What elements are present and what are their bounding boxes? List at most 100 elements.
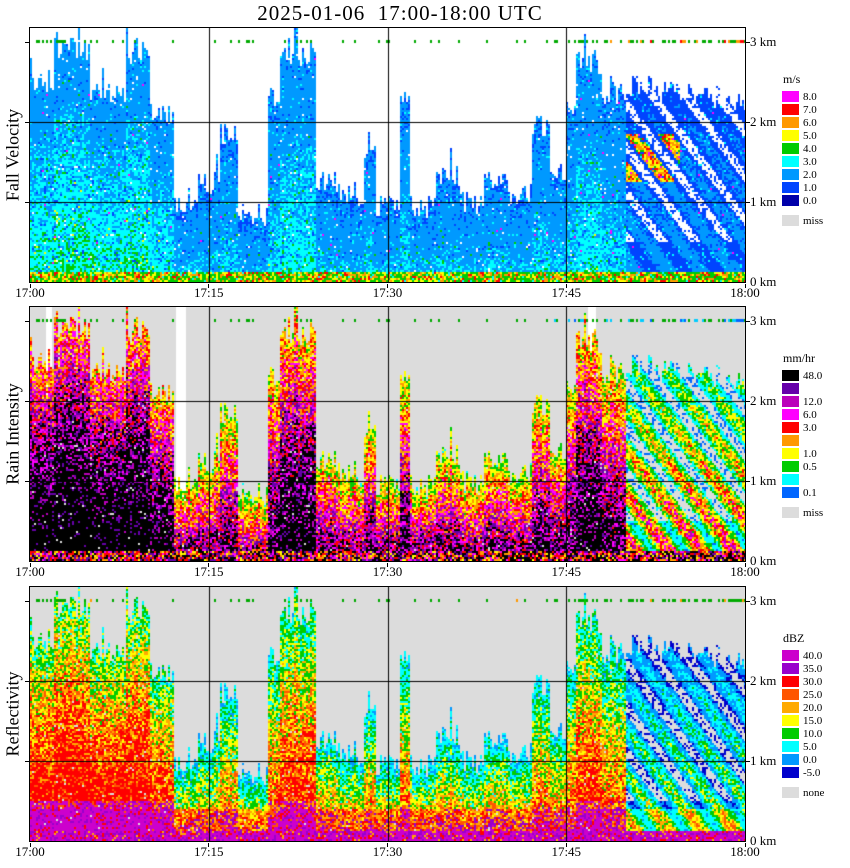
legend-title-fall-velocity: m/s — [783, 72, 801, 86]
x-tick-mark — [744, 284, 746, 288]
x-tick-label: 17:45 — [551, 285, 582, 300]
legend-swatch — [782, 663, 799, 674]
legend-entry: 0.1 — [782, 486, 823, 499]
legend-label: miss — [803, 214, 824, 227]
legend-entry: 8.0 — [782, 90, 823, 103]
legend-entry: 30.0 — [782, 675, 824, 688]
legend-label: 48.0 — [803, 369, 823, 382]
chart-title: 2025-01-06 17:00-18:00 UTC — [257, 1, 543, 25]
x-tick-label: 17:30 — [372, 844, 403, 859]
height-tick-mark — [25, 321, 29, 322]
legend-label: 3.0 — [803, 155, 817, 168]
legend-entries: 40.0 35.0 30.0 25.0 20.0 15.0 10.0 5.0 0.0 -5.0 no… — [782, 649, 824, 799]
height-tick-mark — [25, 681, 29, 682]
fall-velocity-heatmap — [29, 27, 746, 283]
legend-swatch — [782, 474, 799, 485]
height-tick-mark — [25, 601, 29, 602]
x-tick-mark — [387, 843, 388, 847]
x-tick-label: 17:30 — [372, 564, 403, 579]
height-tick-label: 0 km — [750, 274, 777, 289]
legend-entry: 25.0 — [782, 688, 824, 701]
legend-entry: -5.0 — [782, 766, 824, 779]
x-tick-mark — [208, 843, 210, 847]
legend-swatch — [782, 182, 799, 193]
legend-entry: 20.0 — [782, 701, 824, 714]
height-tick-mark — [746, 122, 750, 123]
legend-label: 0.5 — [803, 460, 817, 473]
legend-title-rain-intensity: mm/hr — [783, 351, 815, 365]
panel-rain-intensity: Rain Intensity mm/hr 48.0 12.0 6.0 3.0 1.0 0.… — [0, 306, 850, 607]
height-tick-mark — [25, 202, 29, 203]
legend-swatch — [782, 396, 799, 407]
legend-label: 8.0 — [803, 90, 817, 103]
legend-swatch — [782, 715, 799, 726]
x-tick-label: 17:45 — [551, 844, 582, 859]
legend-label: 1.0 — [803, 447, 817, 460]
legend-entry: 6.0 — [782, 116, 823, 129]
legend-swatch — [782, 676, 799, 687]
legend-swatch — [782, 767, 799, 778]
legend-swatch — [782, 689, 799, 700]
legend-entry: 15.0 — [782, 714, 824, 727]
x-tick-label: 18:00 — [730, 285, 760, 300]
legend-label: 6.0 — [803, 116, 817, 129]
legend-entry: 0.0 — [782, 194, 823, 207]
legend-label: 40.0 — [803, 649, 823, 662]
legend-entry: 10.0 — [782, 727, 824, 740]
legend-entry: 2.0 — [782, 168, 823, 181]
legend-swatch — [782, 215, 799, 226]
reflectivity-heatmap — [29, 586, 746, 842]
legend-rain-intensity: mm/hr 48.0 12.0 6.0 3.0 1.0 0.5 0.1 miss — [782, 351, 823, 519]
height-tick-label: 1 km — [750, 753, 777, 768]
legend-entry: miss — [782, 214, 823, 227]
legend-swatch — [782, 435, 799, 446]
height-tick-mark — [746, 761, 750, 762]
y-axis-label-fall-velocity: Fall Velocity — [2, 108, 23, 202]
legend-swatch — [782, 702, 799, 713]
height-tick-mark — [25, 481, 29, 482]
legend-fall-velocity: m/s 8.0 7.0 6.0 5.0 4.0 3.0 2.0 1.0 0.0 miss — [782, 72, 823, 227]
height-tick-mark — [25, 401, 29, 402]
legend-swatch — [782, 156, 799, 167]
x-tick-label: 17:30 — [372, 285, 403, 300]
legend-label: miss — [803, 506, 824, 519]
legend-swatch — [782, 741, 799, 752]
x-tick-mark — [565, 284, 567, 288]
x-tick-label: 17:15 — [193, 564, 224, 579]
legend-swatch — [782, 461, 799, 472]
height-tick-mark — [746, 681, 750, 682]
legend-swatch — [782, 448, 799, 459]
x-tick-mark — [744, 843, 746, 847]
legend-entry: 40.0 — [782, 649, 824, 662]
legend-label: 0.0 — [803, 753, 817, 766]
rain-intensity-heatmap — [29, 306, 746, 562]
legend-entry — [782, 382, 823, 395]
legend-entry: 7.0 — [782, 103, 823, 116]
legend-label: 30.0 — [803, 675, 823, 688]
x-tick-label: 17:00 — [15, 564, 45, 579]
height-tick-mark — [746, 401, 750, 402]
legend-entries: 8.0 7.0 6.0 5.0 4.0 3.0 2.0 1.0 0.0 miss — [782, 90, 823, 227]
x-tick-mark — [565, 563, 567, 567]
legend-entry: 5.0 — [782, 740, 824, 753]
legend-label: 4.0 — [803, 142, 817, 155]
legend-entry: 12.0 — [782, 395, 823, 408]
x-tick-mark — [565, 843, 567, 847]
legend-label: 7.0 — [803, 103, 817, 116]
height-tick-label: 0 km — [750, 833, 777, 848]
x-tick-label: 17:00 — [15, 844, 45, 859]
legend-swatch — [782, 787, 799, 798]
legend-entry: 48.0 — [782, 369, 823, 382]
legend-entry: 4.0 — [782, 142, 823, 155]
legend-swatch — [782, 104, 799, 115]
y-axis-label-reflectivity: Reflectivity — [2, 671, 23, 757]
legend-swatch — [782, 169, 799, 180]
legend-swatch — [782, 507, 799, 518]
legend-label: 1.0 — [803, 181, 817, 194]
x-tick-mark — [208, 563, 210, 567]
x-tick-label: 17:15 — [193, 844, 224, 859]
legend-swatch — [782, 422, 799, 433]
x-tick-mark — [208, 284, 210, 288]
legend-swatch — [782, 130, 799, 141]
